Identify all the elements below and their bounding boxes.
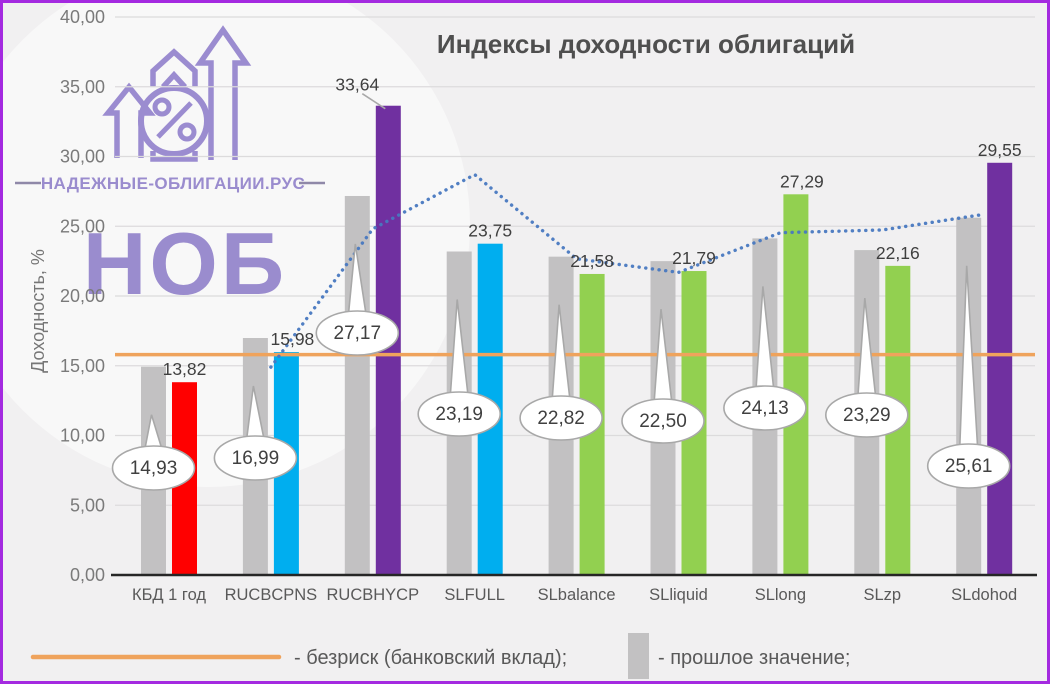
data-label-RUCBCPNS: 15,98	[271, 329, 315, 349]
x-category-label: SLzp	[863, 586, 901, 604]
callout-value: 23,19	[435, 404, 483, 425]
bar-current-SLlong	[783, 194, 809, 575]
callout-bubble	[213, 435, 298, 481]
x-category-label: КБД 1 год	[132, 586, 206, 604]
callout-SLbalance: 22,82	[519, 304, 603, 441]
callout-SLFULL: 23,19	[417, 299, 502, 437]
callout-bubble	[111, 445, 196, 491]
x-category-label: RUCBHYCP	[326, 586, 419, 604]
data-label-SLzp: 22,16	[876, 243, 920, 263]
callout-value: 27,17	[334, 323, 382, 344]
trend-dotted-line	[269, 172, 986, 369]
callout-value: 16,99	[232, 448, 280, 469]
callout-RUCBCPNS: 16,99	[213, 385, 298, 481]
callout-value: 24,13	[741, 398, 789, 419]
label-leader-line	[361, 93, 386, 110]
y-tick-label: 40,00	[60, 7, 105, 27]
watermark-abbr: НОБ	[83, 214, 287, 313]
y-tick-label: 20,00	[60, 286, 105, 306]
callout-SLlong: 24,13	[723, 286, 807, 431]
legend-past-label: - прошлое значение;	[658, 647, 850, 669]
legend: - безриск (банковский вклад); - прошлое …	[30, 633, 850, 679]
callout-КБД 1 год: 14,93	[111, 414, 196, 491]
y-axis-title: Доходность, %	[28, 249, 48, 373]
callout-SLdohod: 25,61	[926, 265, 1011, 489]
y-tick-label: 15,00	[60, 356, 105, 376]
x-category-label: SLliquid	[649, 586, 708, 604]
data-label-SLliquid: 21,79	[672, 248, 716, 268]
watermark-site-text: НАДЕЖНЫЕ-ОБЛИГАЦИИ.РУС	[41, 174, 305, 193]
data-label-SLbalance: 21,58	[570, 251, 614, 271]
callout-bubble	[417, 391, 502, 437]
callout-SLzp: 23,29	[824, 298, 909, 438]
x-category-label: RUCBCPNS	[225, 586, 318, 604]
callout-value: 22,50	[639, 411, 687, 432]
callout-bubble	[519, 395, 603, 441]
x-category-label: SLFULL	[444, 586, 505, 604]
callout-value: 23,29	[843, 405, 891, 426]
y-tick-label: 5,00	[70, 495, 105, 515]
y-tick-label: 30,00	[60, 147, 105, 167]
yield-chart: НАДЕЖНЫЕ-ОБЛИГАЦИИ.РУС НОБ 40,00 35,00 30,…	[3, 3, 1037, 679]
legend-past-swatch	[628, 633, 649, 679]
data-label-RUCBHYCP: 33,64	[335, 75, 379, 95]
callout-SLliquid: 22,50	[621, 309, 705, 444]
callout-RUCBHYCP: 27,17	[315, 243, 400, 356]
callout-bubble	[621, 398, 705, 444]
callout-bubble	[926, 443, 1011, 489]
y-tick-label: 0,00	[70, 565, 105, 585]
y-tick-label: 35,00	[60, 77, 105, 97]
data-label-SLlong: 27,29	[780, 171, 824, 191]
callout-value: 14,93	[130, 458, 178, 479]
y-tick-label: 10,00	[60, 426, 105, 446]
y-tick-label: 25,00	[60, 216, 105, 236]
callout-bubble	[723, 385, 807, 431]
x-category-label: SLlong	[755, 586, 806, 604]
x-category-label: SLbalance	[538, 586, 616, 604]
callout-bubble	[315, 310, 400, 356]
chart-title: Индексы доходности облигаций	[437, 29, 855, 59]
x-category-label: SLdohod	[951, 586, 1017, 604]
callout-bubble	[824, 392, 909, 438]
data-label-SLFULL: 23,75	[468, 221, 512, 241]
data-label-SLdohod: 29,55	[978, 140, 1022, 160]
legend-risk-free-label: - безриск (банковский вклад);	[294, 647, 567, 669]
data-label-КБД 1 год: 13,82	[163, 359, 207, 379]
callout-value: 22,82	[537, 408, 585, 429]
callout-value: 25,61	[945, 456, 993, 477]
bar-current-SLdohod	[987, 162, 1013, 575]
